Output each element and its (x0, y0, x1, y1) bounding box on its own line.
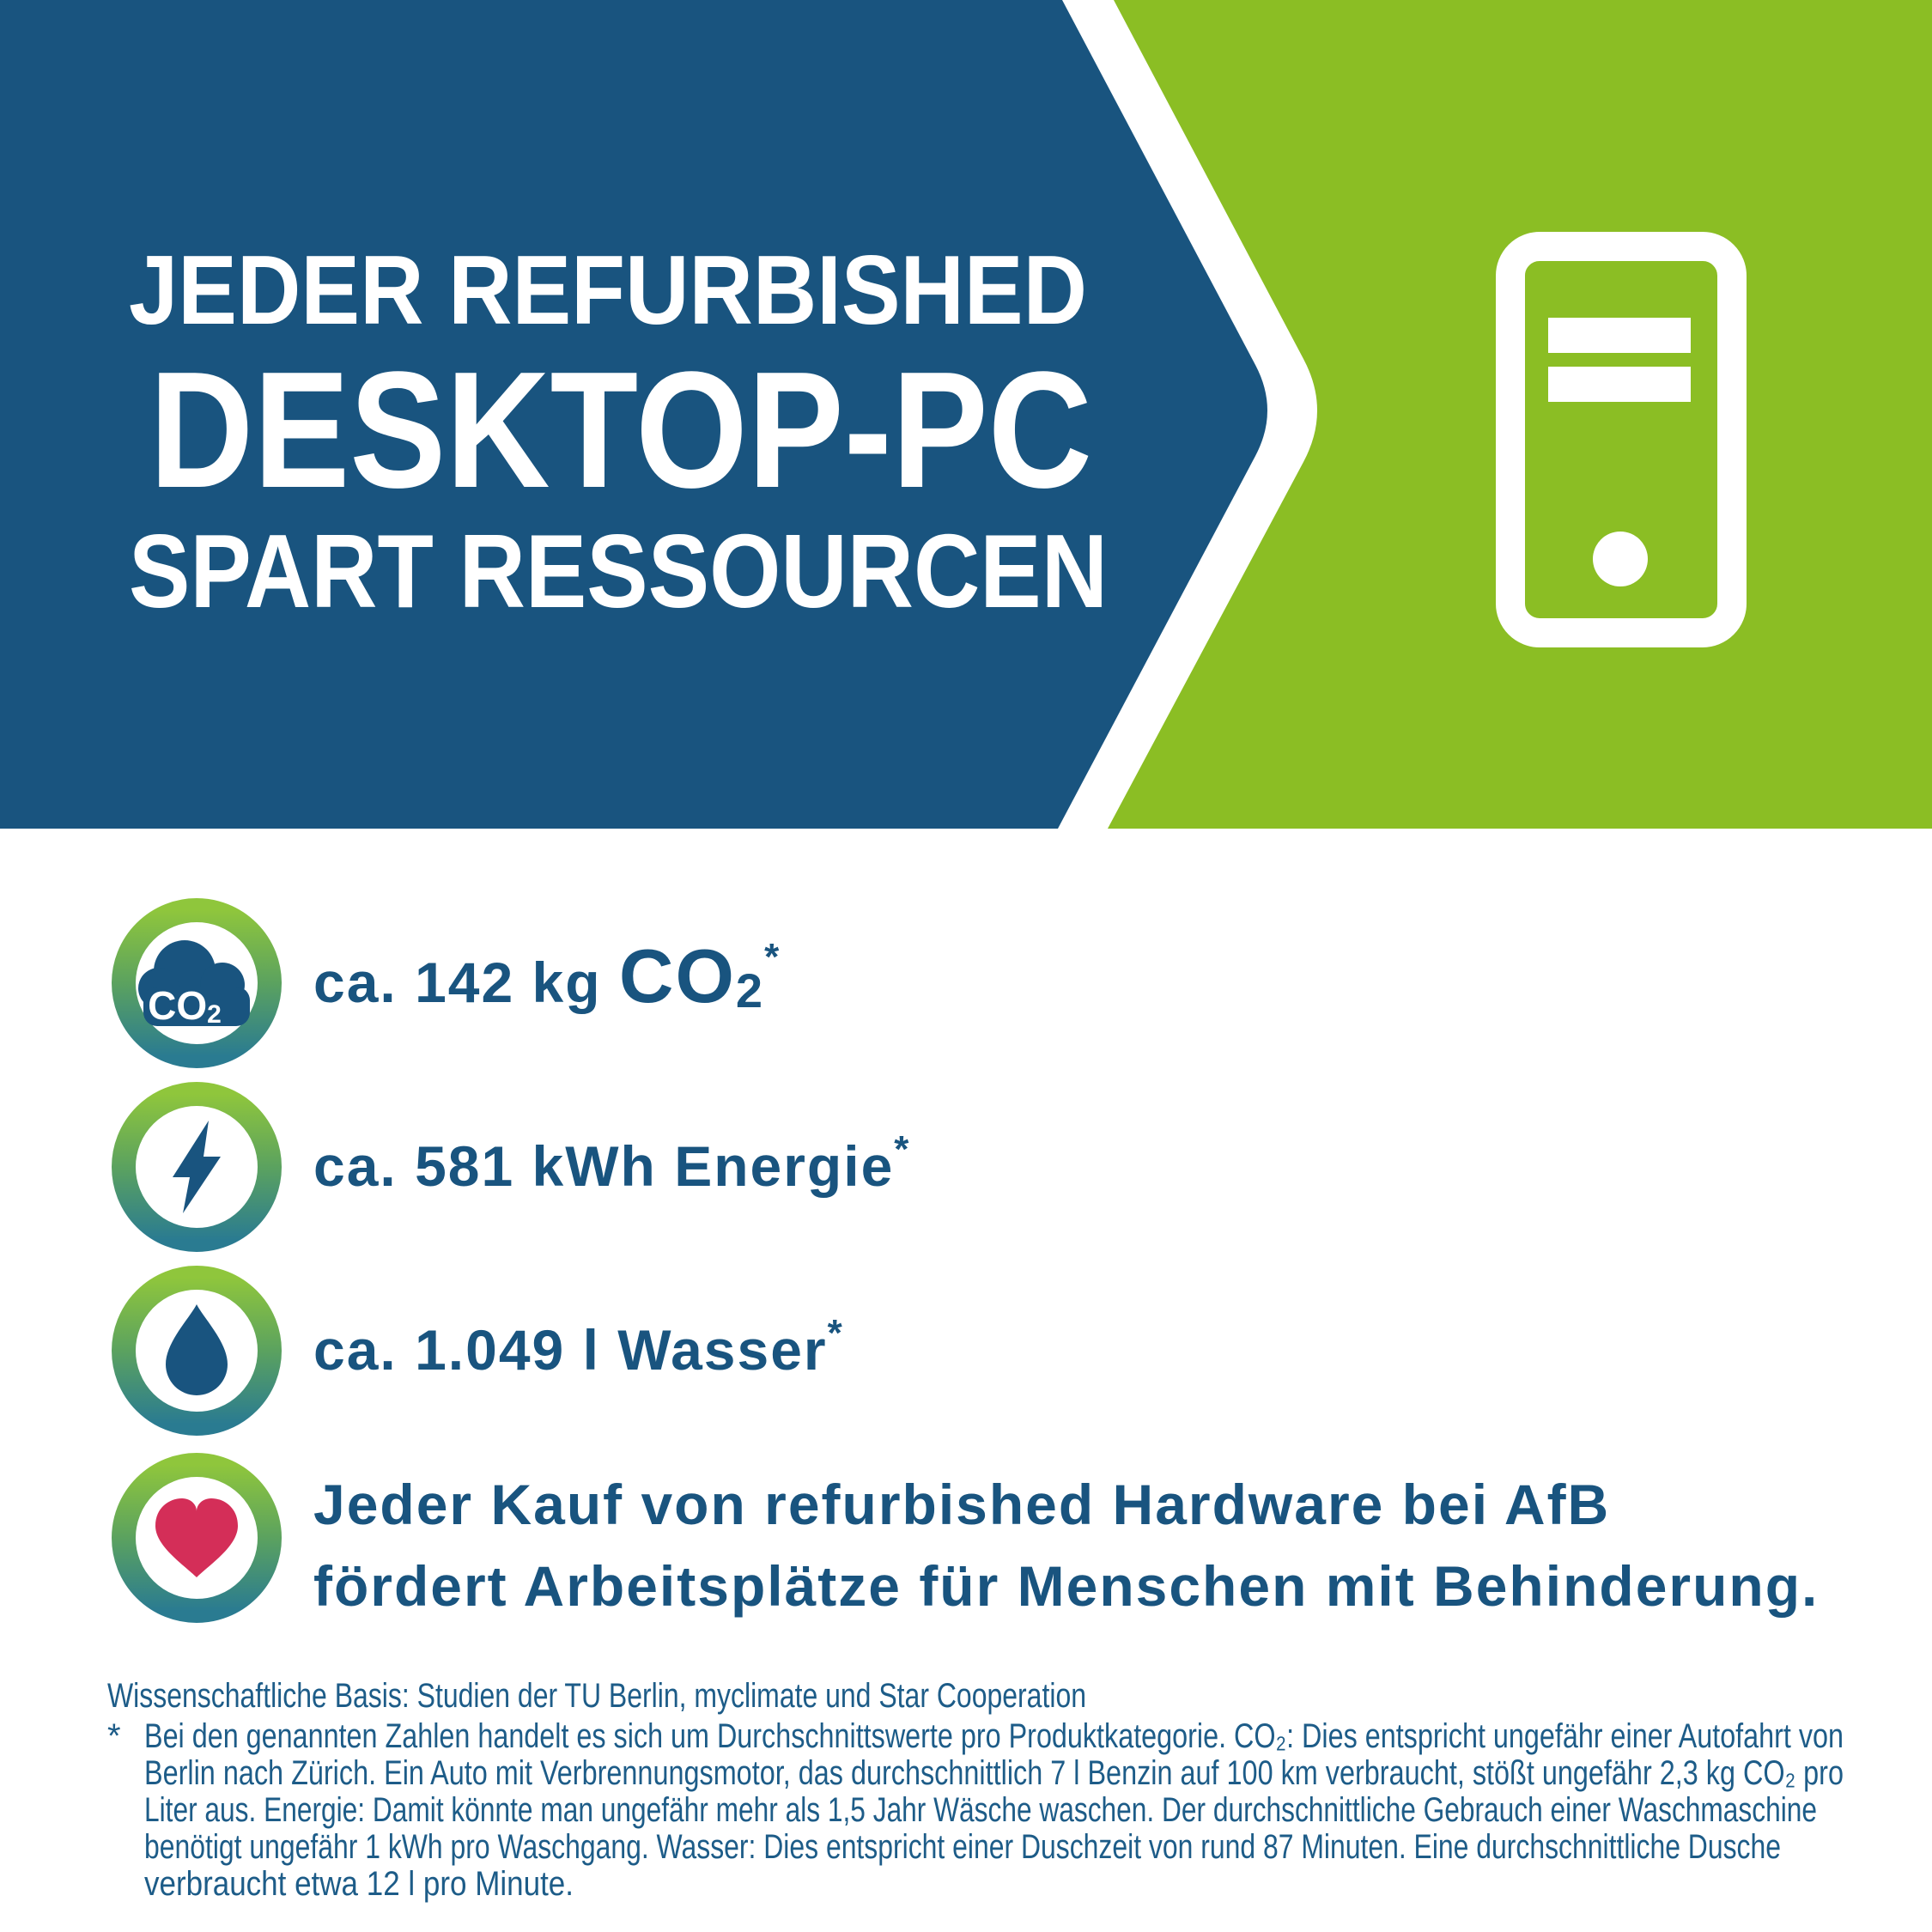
poster-headline: JEDER REFURBISHED DESKTOP-PC SPART RESSO… (129, 236, 1108, 629)
stat-co2-value: ca. 142 kg CO2* (313, 933, 781, 1018)
water-drop-icon (112, 1266, 282, 1436)
stat-row-water: ca. 1.049 l Wasser* (112, 1266, 844, 1436)
stat-social-line-2: fördert Arbeitsplätze für Menschen mit B… (313, 1554, 1819, 1618)
pc-drive-bay-2 (1548, 367, 1691, 402)
stat-water-value: ca. 1.049 l Wasser* (313, 1312, 844, 1382)
footnote-line-1: Bei den genannten Zahlen handelt es sich… (144, 1717, 1844, 1755)
headline-line-3: SPART RESSOURCEN (129, 513, 1108, 629)
lightning-bolt-icon (112, 1082, 282, 1252)
footer: Wissenschaftliche Basis: Studien der TU … (107, 1677, 1844, 1903)
cloud-label: CO2 (148, 983, 222, 1029)
drop-shape (166, 1304, 228, 1395)
pc-case-outline (1496, 232, 1747, 647)
footnote-line-3: Liter aus. Energie: Damit könnte man ung… (144, 1791, 1817, 1829)
co2-cloud-icon: CO2 (112, 898, 282, 1068)
blue-arrow-shape (0, 0, 1267, 829)
stat-row-co2: CO2 ca. 142 kg CO2* (112, 898, 781, 1068)
headline-line-2: DESKTOP-PC (149, 337, 1092, 522)
footnote-line-5: verbraucht etwa 12 l pro Minute. (144, 1865, 574, 1903)
footnote-line-4: benötigt ungefähr 1 kWh pro Waschgang. W… (144, 1828, 1781, 1866)
pc-power-button (1593, 532, 1648, 586)
stat-energy-value: ca. 581 kWh Energie* (313, 1128, 910, 1198)
banner: JEDER REFURBISHED DESKTOP-PC SPART RESSO… (0, 0, 1932, 829)
footnote-asterisk: * (107, 1717, 121, 1755)
cloud-shape (138, 940, 250, 1026)
heart-icon (112, 1453, 282, 1623)
stat-row-energy: ca. 581 kWh Energie* (112, 1082, 910, 1252)
desktop-tower-icon (1496, 232, 1747, 647)
headline-line-1: JEDER REFURBISHED (129, 236, 1087, 345)
stat-row-social: Jeder Kauf von refurbished Hardware bei … (112, 1453, 1819, 1623)
heart-shape (155, 1498, 238, 1577)
stat-social-line-1: Jeder Kauf von refurbished Hardware bei … (313, 1473, 1610, 1536)
bolt-shape (173, 1121, 221, 1213)
footnote-line-2: Berlin nach Zürich. Ein Auto mit Verbren… (144, 1754, 1844, 1792)
footer-basis-line: Wissenschaftliche Basis: Studien der TU … (107, 1677, 1086, 1715)
pc-drive-bay-1 (1548, 318, 1691, 353)
